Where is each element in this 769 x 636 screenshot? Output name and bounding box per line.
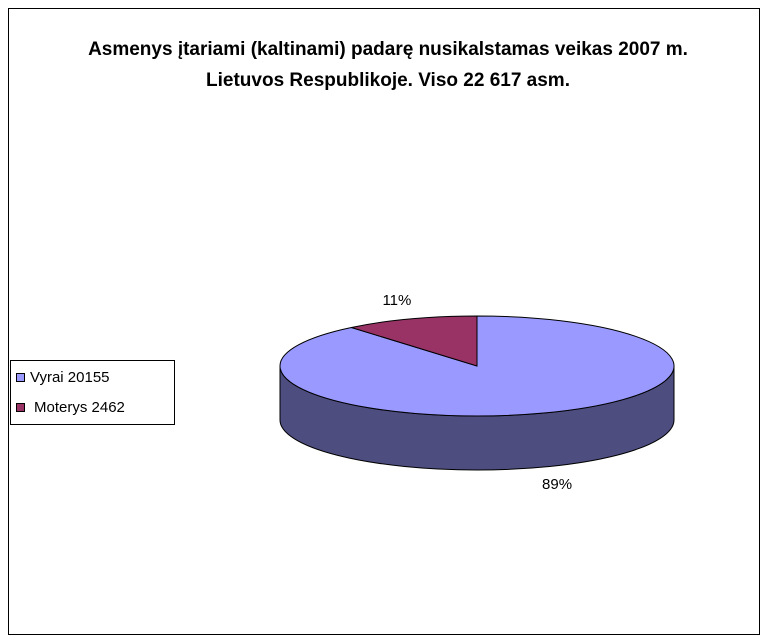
pie-slice xyxy=(351,315,478,367)
chart-title: Asmenys įtariami (kaltinami) padarę nusi… xyxy=(88,39,688,91)
legend-swatch xyxy=(16,403,25,412)
data-label: 89% xyxy=(542,476,572,493)
legend-box xyxy=(10,360,175,425)
data-label: 11% xyxy=(382,292,411,309)
pie-slice xyxy=(279,315,675,417)
legend-swatch xyxy=(16,373,25,382)
legend-label: Moterys 2462 xyxy=(34,399,125,416)
legend-label: Vyrai 20155 xyxy=(30,369,110,386)
